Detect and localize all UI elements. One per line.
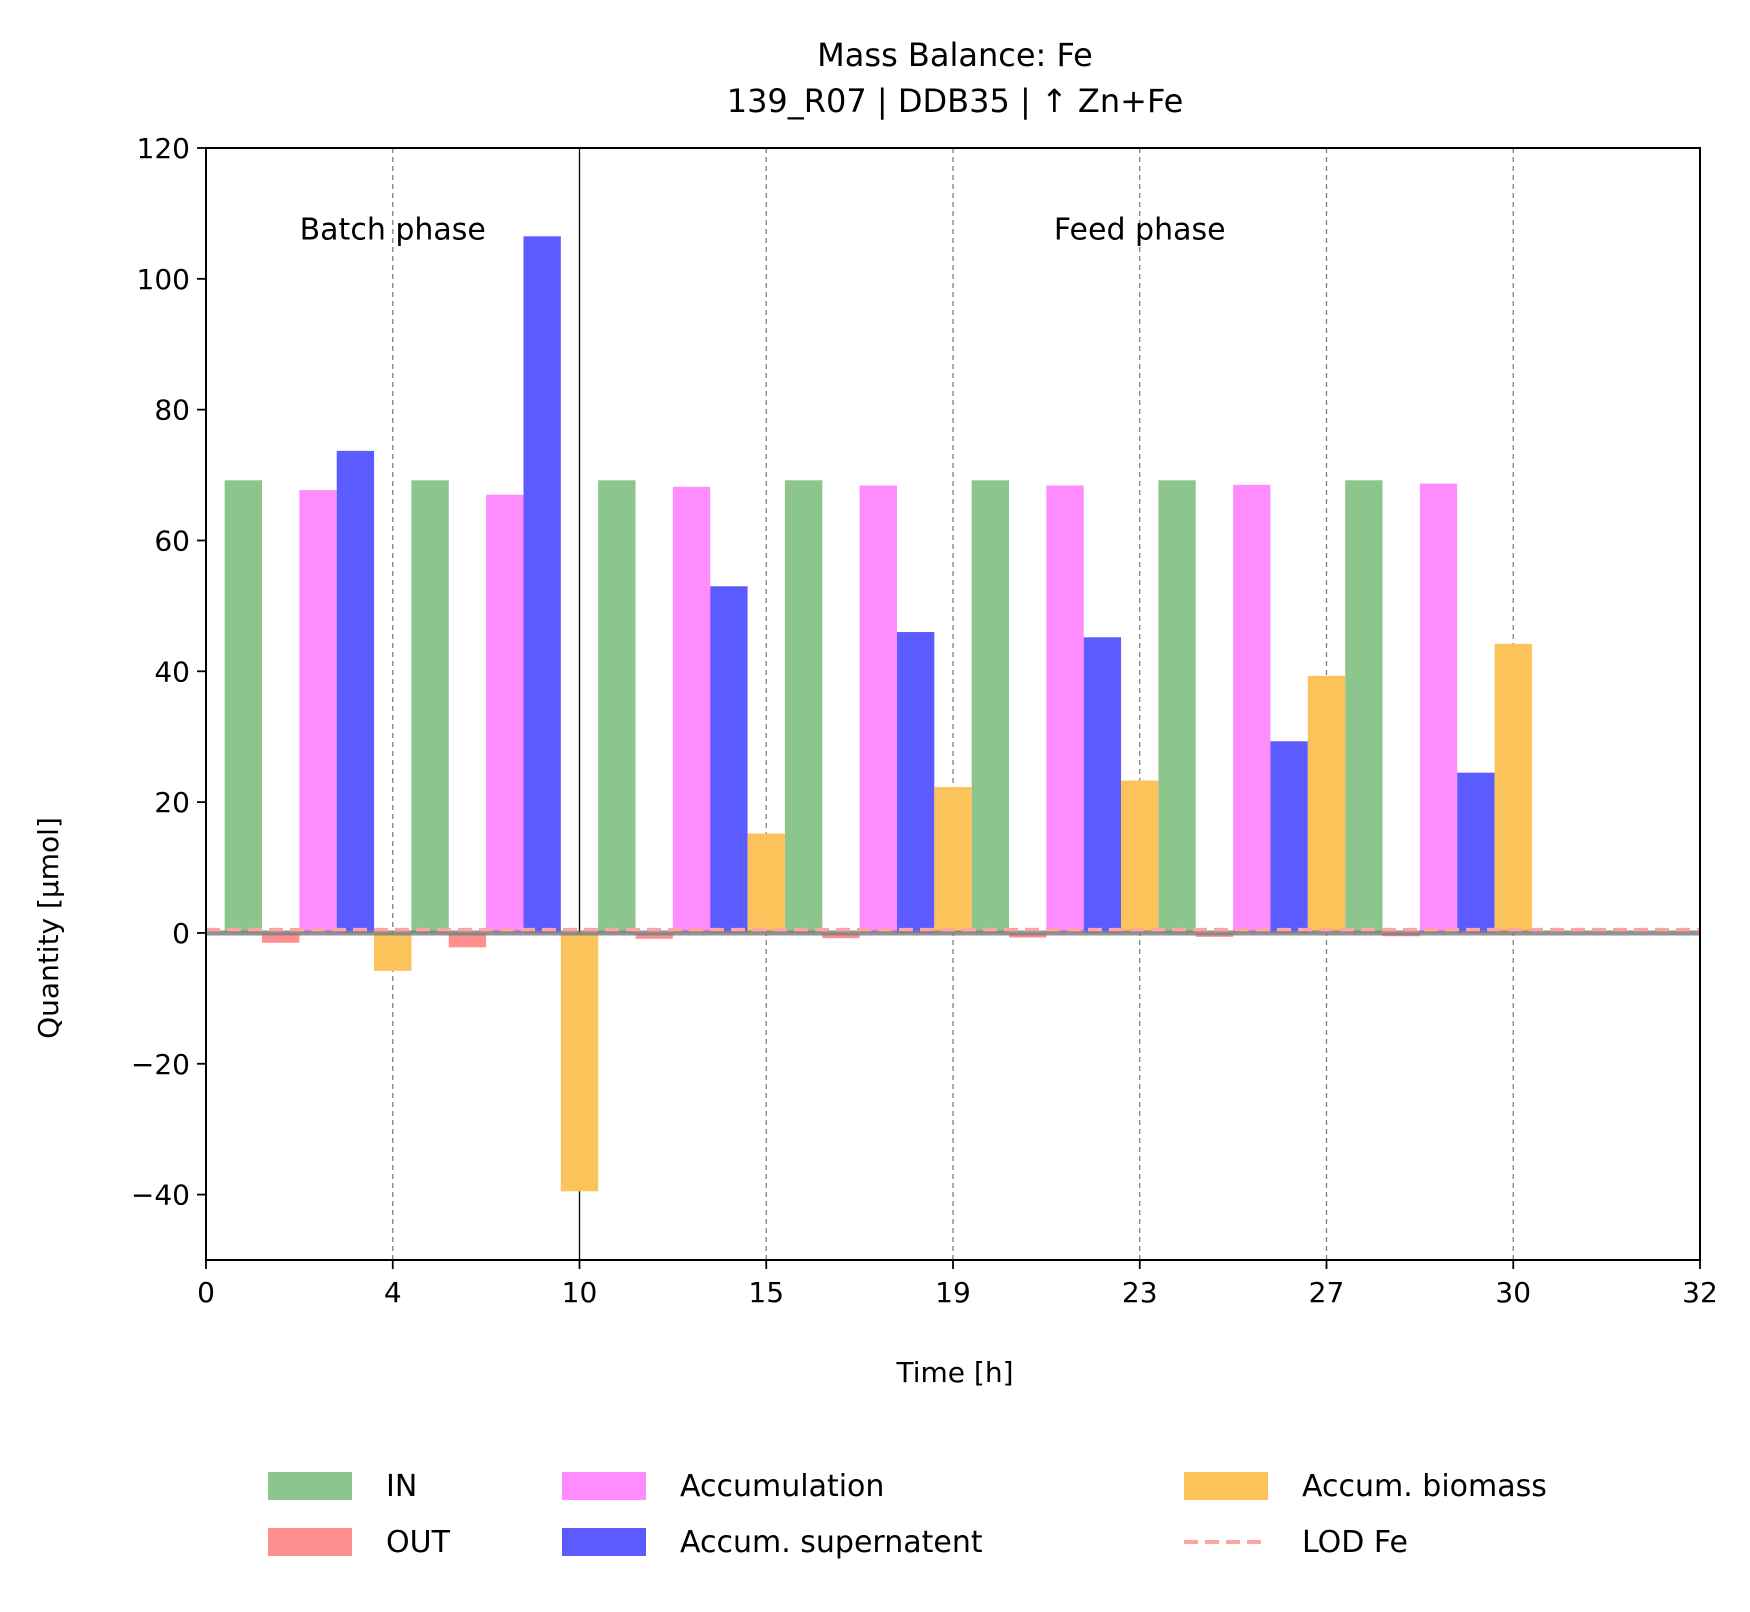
legend-label-accum-biomass: Accum. biomass [1302,1469,1547,1504]
bar-accumulation-6 [1419,483,1458,933]
y-tick-label: −40 [131,1179,190,1212]
y-tick-label: 120 [137,132,190,165]
x-tick-label: 10 [562,1276,598,1309]
phase-label-1: Feed phase [1054,213,1226,248]
legend-swatch-in [268,1472,352,1500]
bar-accum-biomass-4 [1121,780,1159,933]
bar-accum-biomass-5 [1307,675,1346,933]
bar-in-5 [1158,480,1196,933]
plot-area: Batch phase Feed phase−40−200204060801001… [131,132,1718,1309]
y-tick-label: 20 [154,786,190,819]
bar-accumulation-4 [1046,485,1084,933]
y-tick-label: 60 [154,524,190,557]
x-tick-label: 15 [748,1276,784,1309]
x-tick-label: 27 [1309,1276,1345,1309]
bar-accumulation-3 [859,485,897,933]
legend-swatch-accumulation [562,1472,646,1500]
y-tick-label: 80 [154,394,190,427]
y-tick-label: 100 [137,263,190,296]
legend-label-accumulation: Accumulation [680,1469,884,1504]
x-tick-label: 32 [1682,1276,1718,1309]
bar-in-0 [224,480,263,933]
legend-swatch-accum-supernatent [562,1528,646,1556]
bar-out-3 [822,932,860,939]
x-tick-label: 30 [1495,1276,1531,1309]
legend-swatch-accum-biomass [1184,1472,1268,1500]
bar-in-3 [784,480,823,933]
legend-label-accum-supernatent: Accum. supernatent [680,1525,983,1560]
y-axis-label: Quantity [µmol] [32,817,65,1039]
bar-in-2 [598,480,636,933]
phase-label-0: Batch phase [300,213,486,248]
bar-accum-supernatent-4 [1083,637,1122,933]
y-tick-label: 40 [154,655,190,688]
bar-out-1 [448,932,487,948]
y-tick-label: −20 [131,1048,190,1081]
bar-in-1 [411,480,449,933]
y-tick-label: 0 [172,917,190,950]
x-tick-label: 19 [935,1276,971,1309]
chart-subtitle: 139_R07 | DDB35 | ↑ Zn+Fe [727,82,1184,120]
bar-accum-biomass-1 [560,932,599,1192]
bar-accumulation-5 [1233,484,1271,933]
bar-accum-biomass-2 [747,833,785,933]
bar-in-4 [971,480,1010,933]
bar-accum-supernatent-2 [710,586,748,933]
x-tick-label: 0 [197,1276,215,1309]
bar-accumulation-1 [486,494,524,933]
x-axis-label: Time [h] [895,1356,1013,1389]
x-tick-label: 4 [384,1276,402,1309]
bar-accumulation-0 [299,490,337,933]
legend: IN OUT Accumulation Accum. supernatent Accum… [268,1469,1547,1560]
chart-title: Mass Balance: Fe [817,36,1093,74]
bar-accum-biomass-6 [1494,643,1532,933]
bar-accum-biomass-0 [374,932,412,971]
legend-label-in: IN [386,1469,417,1504]
bar-accum-biomass-3 [934,787,972,933]
bar-accumulation-2 [672,486,711,933]
bar-accum-supernatent-1 [523,236,561,933]
bar-out-2 [635,932,673,939]
legend-label-out: OUT [386,1525,451,1560]
bar-in-6 [1345,480,1383,933]
x-tick-label: 23 [1122,1276,1158,1309]
bar-accum-supernatent-3 [896,632,935,933]
legend-swatch-out [268,1528,352,1556]
bar-out-0 [262,932,300,943]
bar-accum-supernatent-6 [1457,772,1495,933]
bar-accum-supernatent-5 [1270,741,1308,933]
bar-accum-supernatent-0 [336,450,375,933]
legend-label-lod-fe: LOD Fe [1302,1525,1408,1560]
